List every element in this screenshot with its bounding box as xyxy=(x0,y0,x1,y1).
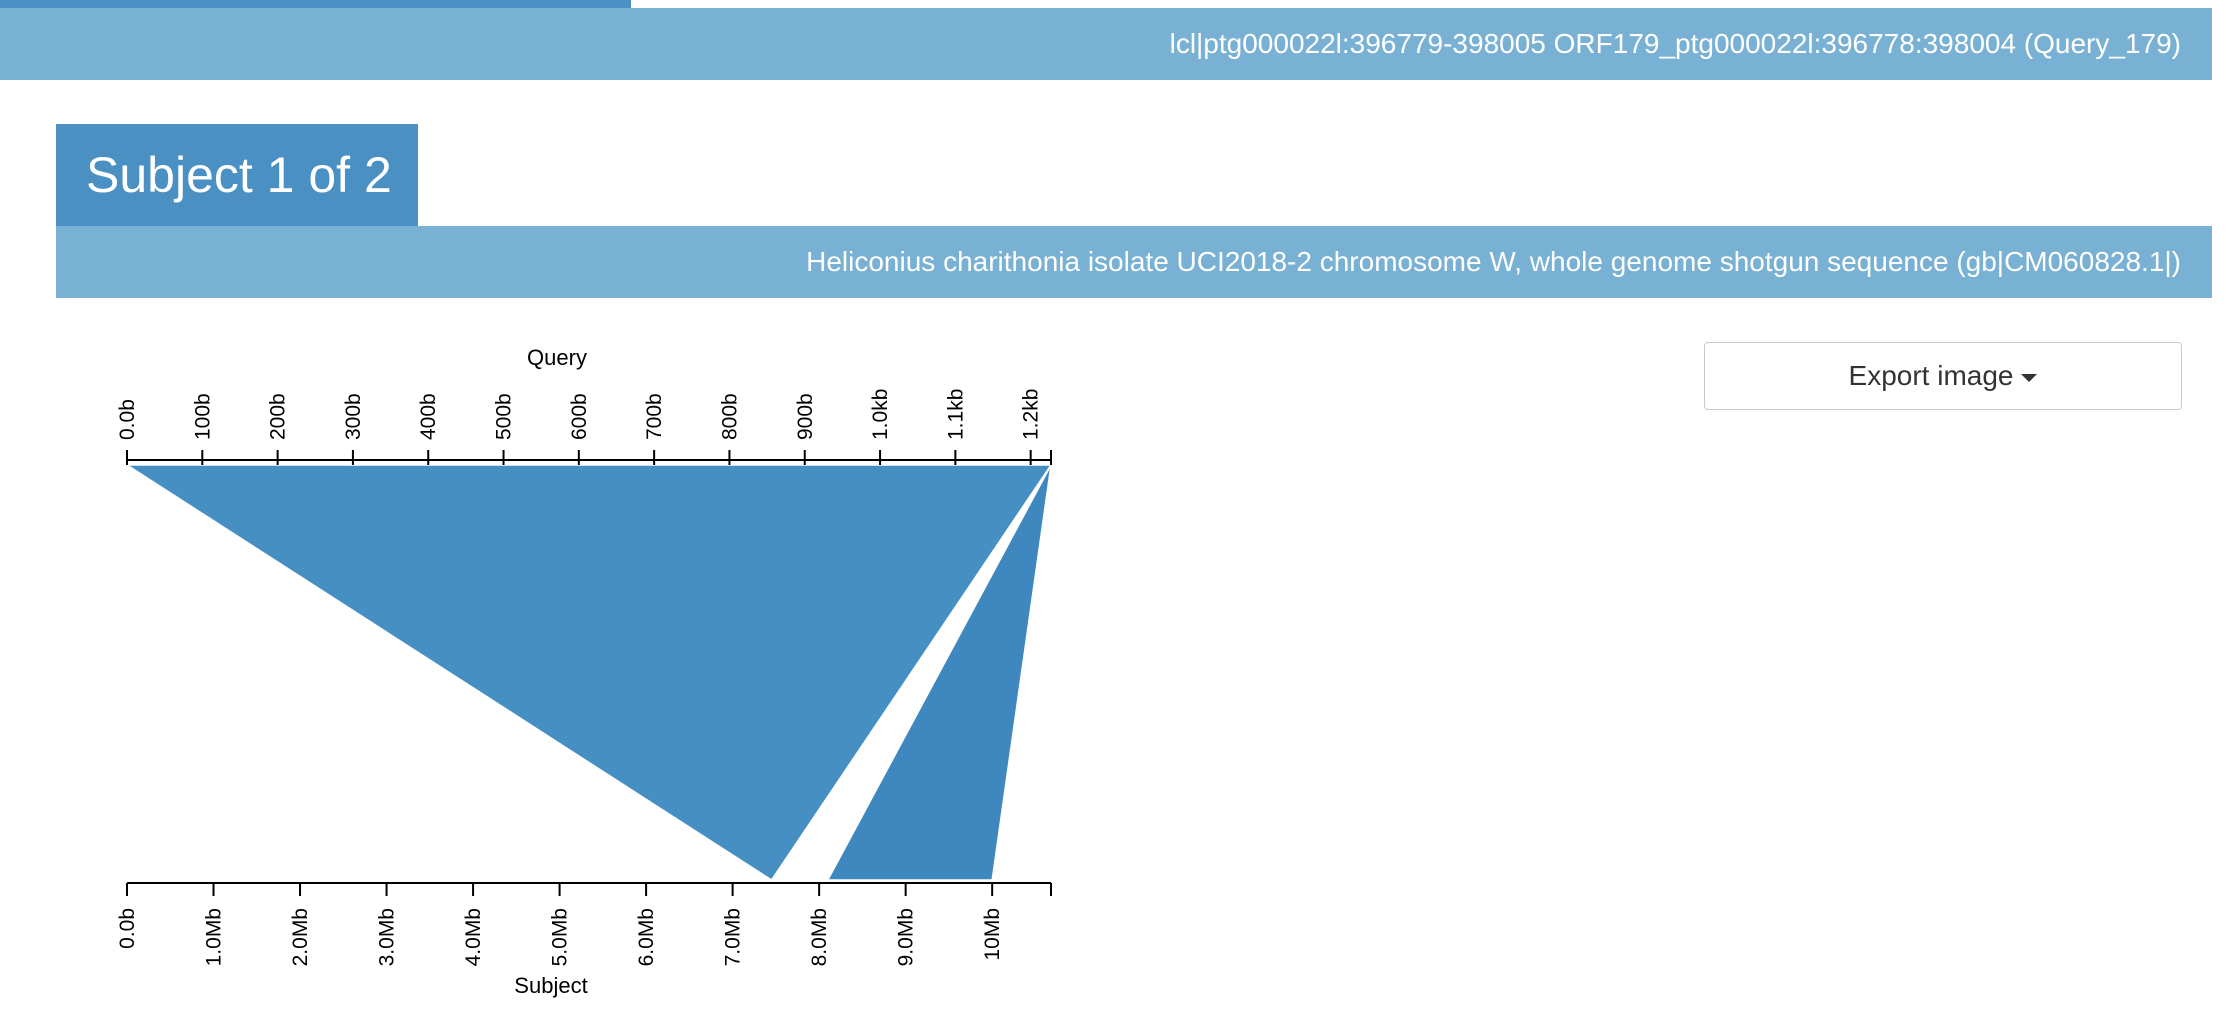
subject-tick-label: 9.0Mb xyxy=(895,908,918,966)
subject-tick-label: 0.0b xyxy=(116,908,139,949)
query-tick-label: 800b xyxy=(718,393,741,440)
subject-tick-label: 3.0Mb xyxy=(376,908,399,966)
query-axis-label: Query xyxy=(527,345,587,370)
export-image-button[interactable]: Export image xyxy=(1704,342,2182,410)
subject-header-bar: Heliconius charithonia isolate UCI2018-2… xyxy=(56,226,2212,298)
query-tick-label: 500b xyxy=(493,393,516,440)
subject-tick-label: 10Mb xyxy=(981,908,1004,961)
subject-description: Heliconius charithonia isolate UCI2018-2… xyxy=(806,246,2181,277)
subject-tick-label: 7.0Mb xyxy=(722,908,745,966)
query-tick-label: 200b xyxy=(267,393,290,440)
caret-down-icon xyxy=(2021,373,2038,382)
subject-tick-label: 8.0Mb xyxy=(808,908,831,966)
query-tick-label: 600b xyxy=(568,393,591,440)
query-header-bar: lcl|ptg000022l:396779-398005 ORF179_ptg0… xyxy=(0,8,2212,80)
query-tick-label: 100b xyxy=(191,393,214,440)
query-tick-label: 300b xyxy=(342,393,365,440)
query-tick-label: 1.2kb xyxy=(1020,389,1043,440)
query-tick-label: 900b xyxy=(794,393,817,440)
query-tick-label: 1.0kb xyxy=(869,389,892,440)
query-title: lcl|ptg000022l:396779-398005 ORF179_ptg0… xyxy=(1169,28,2181,59)
query-tick-label: 700b xyxy=(643,393,666,440)
subject-tick-label: 6.0Mb xyxy=(635,908,658,966)
subject-tick-label: 4.0Mb xyxy=(462,908,485,966)
hsp-polygon xyxy=(124,464,1053,882)
subject-tab: Subject 1 of 2 xyxy=(56,124,418,226)
query-tick-label: 400b xyxy=(417,393,440,440)
subject-tick-label: 5.0Mb xyxy=(549,908,572,966)
hsp-polygon xyxy=(826,464,1052,881)
query-tick-label: 1.1kb xyxy=(944,389,967,440)
subject-axis-label: Subject xyxy=(514,973,587,998)
subject-tick-label: 2.0Mb xyxy=(289,908,312,966)
query-tick-label: 0.0b xyxy=(116,399,139,440)
export-image-label: Export image xyxy=(1848,360,2014,391)
subject-tab-label: Subject 1 of 2 xyxy=(86,147,392,203)
subject-tick-label: 1.0Mb xyxy=(203,908,226,966)
active-tab-indicator xyxy=(0,0,631,8)
